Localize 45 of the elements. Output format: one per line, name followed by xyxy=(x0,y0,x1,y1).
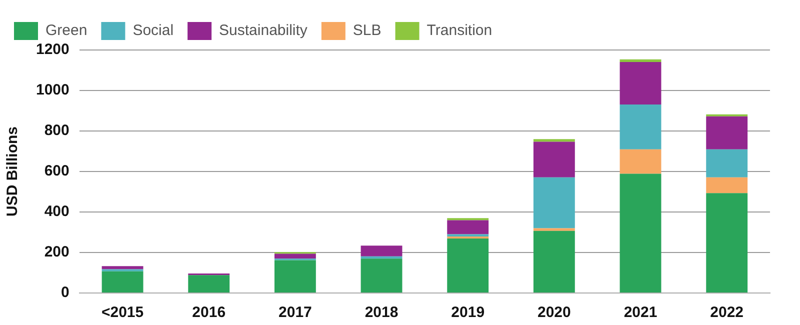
bar xyxy=(447,220,489,234)
x-tick-label: 2019 xyxy=(451,304,485,322)
bar xyxy=(102,266,144,270)
bar xyxy=(620,59,662,62)
legend-label: SLB xyxy=(352,22,382,40)
y-tick-label: 800 xyxy=(44,122,70,140)
y-tick-label: 1000 xyxy=(36,82,70,99)
bar xyxy=(533,230,575,292)
y-tick-label: 600 xyxy=(44,162,70,180)
x-tick-label: 2016 xyxy=(192,304,226,322)
y-tick-label: 400 xyxy=(44,203,70,220)
bar xyxy=(533,228,575,231)
x-tick-label: 2018 xyxy=(364,304,398,322)
y-tick-label: 1200 xyxy=(36,41,70,58)
bar xyxy=(274,260,316,292)
legend-label: Social xyxy=(132,22,174,40)
bar xyxy=(533,142,575,178)
bar xyxy=(360,246,402,256)
bar xyxy=(620,149,662,174)
bar xyxy=(274,254,316,259)
x-tick-label: 2020 xyxy=(537,304,571,322)
bar xyxy=(102,271,144,292)
bar xyxy=(533,177,575,228)
bar xyxy=(706,149,748,178)
bar xyxy=(620,104,662,150)
bar xyxy=(706,116,748,150)
x-tick-label: 2022 xyxy=(710,304,744,322)
bar xyxy=(706,177,748,194)
bar xyxy=(188,275,230,292)
x-tick-label: 2021 xyxy=(624,304,658,322)
bar xyxy=(533,139,575,142)
bar xyxy=(620,62,662,104)
legend-label: Green xyxy=(46,22,88,40)
bar xyxy=(447,238,489,292)
x-tick-label: 2017 xyxy=(278,304,312,322)
bar xyxy=(360,258,402,292)
y-axis-title: USD Billions xyxy=(4,126,22,217)
x-tick-label: <2015 xyxy=(101,304,144,322)
legend-label: Transition xyxy=(426,22,492,40)
y-tick-label: 0 xyxy=(61,284,70,302)
bar xyxy=(620,174,662,292)
legend-label: Sustainability xyxy=(219,22,308,40)
y-tick-label: 200 xyxy=(44,244,70,261)
bar xyxy=(706,193,748,292)
bar xyxy=(447,234,489,237)
